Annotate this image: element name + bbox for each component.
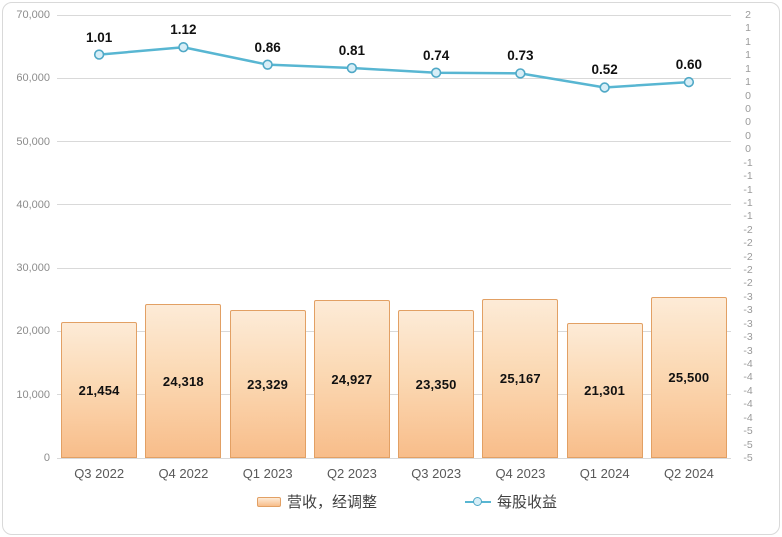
- gridline: [57, 77, 731, 79]
- legend-label-eps: 每股收益: [497, 495, 558, 511]
- y-axis-right-tick: -2: [743, 264, 753, 277]
- y-axis-right-tick: 1: [745, 62, 751, 75]
- gridline: [57, 141, 731, 143]
- y-axis-right-tick: -5: [743, 438, 753, 451]
- y-axis-left-tick: 70,000: [16, 9, 50, 21]
- revenue-bar: 25,167: [482, 298, 559, 458]
- revenue-bar: 24,318: [145, 304, 222, 458]
- eps-marker: [178, 42, 189, 53]
- y-axis-right-tick: -3: [743, 290, 753, 303]
- y-axis-right-tick: -1: [743, 210, 753, 223]
- y-axis-right-tick: 1: [745, 22, 751, 35]
- y-axis-right-tick: 1: [745, 35, 751, 48]
- legend-item-eps: 每股收益: [465, 491, 557, 512]
- y-axis-left-tick: 30,000: [16, 262, 50, 275]
- legend: 营收，经调整 每股收益: [16, 491, 782, 512]
- x-axis-label: Q2 2023: [326, 466, 377, 481]
- y-axis-right-tick: -2: [743, 277, 753, 290]
- y-axis-right-tick: -2: [743, 223, 753, 236]
- eps-data-label: 0.86: [254, 39, 281, 55]
- gridline: [57, 394, 731, 396]
- y-axis-left-tick: 10,000: [16, 388, 50, 401]
- revenue-bar: 21,454: [61, 322, 138, 458]
- x-axis-label: Q4 2023: [495, 466, 546, 481]
- x-axis-label: Q1 2023: [242, 466, 293, 481]
- bar-data-label: 23,329: [247, 376, 289, 392]
- x-axis-label: Q4 2022: [158, 466, 209, 481]
- y-axis-right-tick: -1: [743, 183, 753, 196]
- y-axis-right-tick: 1: [745, 49, 751, 62]
- x-axis-label: Q3 2022: [74, 466, 125, 481]
- x-axis-label: Q3 2023: [411, 466, 462, 481]
- y-axis-right-tick: 0: [745, 143, 751, 156]
- gridline: [57, 457, 731, 459]
- y-axis-right-tick: -3: [743, 304, 753, 317]
- eps-data-label: 0.52: [591, 62, 618, 78]
- y-axis-right-tick: -2: [743, 237, 753, 250]
- y-axis-right-tick: 2: [745, 9, 751, 21]
- legend-label-revenue: 营收，经调整: [286, 495, 377, 511]
- y-axis-right-tick: -3: [743, 317, 753, 330]
- revenue-bar: 24,927: [313, 300, 390, 458]
- bar-data-label: 23,350: [415, 376, 457, 392]
- eps-marker: [93, 49, 105, 60]
- revenue-legend-swatch-icon: [256, 496, 281, 507]
- gridline: [57, 14, 731, 16]
- y-axis-left-tick: 0: [43, 452, 50, 464]
- eps-data-label: 1.12: [170, 22, 197, 38]
- y-axis-right-tick: -4: [743, 411, 753, 424]
- gridline: [57, 330, 731, 332]
- revenue-bar: 23,350: [398, 310, 475, 458]
- eps-data-label: 0.60: [675, 57, 703, 73]
- y-axis-right-tick: -3: [743, 344, 753, 357]
- revenue-bar: 21,301: [566, 323, 643, 458]
- bar-data-label: 21,454: [78, 382, 120, 398]
- y-axis-right-tick: -1: [743, 196, 753, 209]
- y-axis-right-tick: -4: [743, 384, 753, 397]
- y-axis-right-tick: 0: [745, 102, 751, 115]
- eps-marker: [346, 62, 358, 74]
- eps-legend-swatch-icon: [465, 496, 491, 508]
- eps-marker: [430, 67, 442, 78]
- y-axis-right-tick: -4: [743, 371, 753, 384]
- eps-data-label: 0.81: [338, 43, 366, 59]
- y-axis-left-tick: 60,000: [16, 72, 50, 85]
- bar-data-label: 21,301: [584, 383, 626, 399]
- eps-marker: [515, 68, 526, 79]
- bar-data-label: 24,927: [331, 371, 373, 387]
- eps-marker: [599, 82, 610, 93]
- revenue-bar: 23,329: [229, 310, 306, 458]
- x-axis-label: Q1 2024: [579, 466, 630, 481]
- y-axis-right-tick: -1: [743, 170, 753, 183]
- y-axis-right-tick: 0: [745, 89, 751, 102]
- y-axis-right-tick: -2: [743, 250, 753, 263]
- revenue-bar: 25,500: [650, 296, 727, 458]
- y-axis-left-tick: 50,000: [16, 135, 50, 148]
- gridline: [57, 267, 731, 269]
- y-axis-right-tick: -4: [743, 358, 753, 371]
- y-axis-right-tick: -1: [743, 156, 753, 169]
- gridline: [57, 204, 731, 206]
- y-axis-right-tick: -3: [743, 331, 753, 344]
- y-axis-left-tick: 20,000: [16, 325, 50, 338]
- y-axis-right-tick: -4: [743, 398, 753, 411]
- y-axis-right-tick: -5: [743, 452, 753, 464]
- y-axis-left-tick: 40,000: [16, 198, 50, 211]
- y-axis-right-tick: 0: [745, 129, 751, 142]
- eps-data-label: 0.74: [422, 47, 450, 63]
- bar-data-label: 25,500: [668, 369, 710, 385]
- eps-data-label: 1.01: [85, 29, 113, 45]
- eps-marker: [683, 76, 695, 88]
- eps-data-label: 0.73: [507, 48, 534, 64]
- bar-data-label: 24,318: [162, 373, 204, 389]
- y-axis-right-tick: -5: [743, 425, 753, 438]
- legend-item-revenue: 营收，经调整: [256, 491, 377, 512]
- x-axis-label: Q2 2024: [663, 466, 714, 481]
- y-axis-right-tick: 1: [745, 76, 751, 89]
- bar-data-label: 25,167: [499, 370, 541, 386]
- eps-marker: [262, 59, 273, 70]
- y-axis-right-tick: 0: [745, 116, 751, 129]
